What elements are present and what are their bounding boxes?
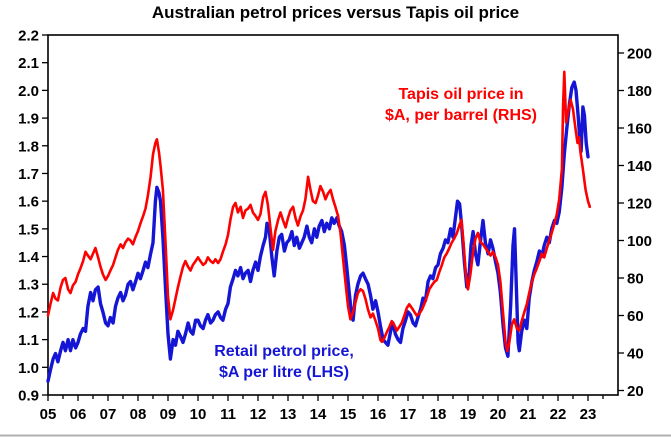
x-tick-label: 10: [190, 406, 207, 423]
y-left-tick-label: 2.2: [18, 28, 39, 45]
y-left-tick-label: 1.0: [18, 360, 39, 377]
x-tick-label: 13: [280, 406, 297, 423]
x-tick-label: 15: [340, 406, 357, 423]
y-right-tick-label: 80: [627, 271, 644, 288]
x-tick-label: 20: [490, 406, 507, 423]
y-right-tick-label: 100: [627, 233, 652, 250]
x-tick-label: 18: [430, 406, 447, 423]
y-right-tick-label: 120: [627, 196, 652, 213]
y-left-tick-label: 1.9: [18, 111, 39, 128]
x-tick-label: 05: [40, 406, 57, 423]
y-left-tick-label: 1.7: [18, 166, 39, 183]
x-tick-label: 06: [70, 406, 87, 423]
tapis-oil-line: [46, 70, 592, 353]
y-left-tick-label: 2.1: [18, 55, 39, 72]
petrol-price-line: [46, 80, 590, 383]
plot-frame: [47, 34, 619, 396]
y-left-tick-label: 1.5: [18, 221, 39, 238]
x-tick-label: 11: [220, 406, 236, 423]
y-left-tick-label: 1.8: [18, 138, 39, 155]
chart-title: Australian petrol prices versus Tapis oi…: [151, 3, 520, 22]
x-tick-label: 14: [310, 406, 327, 423]
x-tick-label: 21: [520, 406, 537, 423]
y-right-tick-label: 40: [627, 346, 644, 363]
y-right-tick-label: 140: [627, 158, 652, 175]
y-right-tick-label: 200: [627, 46, 652, 63]
x-tick-label: 17: [400, 406, 417, 423]
x-tick-label: 19: [460, 406, 477, 423]
y-left-tick-label: 0.9: [18, 388, 39, 405]
y-right-tick-label: 20: [627, 383, 644, 400]
x-tick-label: 12: [250, 406, 267, 423]
y-left-tick-label: 1.3: [18, 277, 39, 294]
bottom-rule: [0, 434, 671, 437]
x-tick-label: 09: [160, 406, 177, 423]
x-tick-label: 07: [100, 406, 117, 423]
y-right-tick-label: 180: [627, 83, 652, 100]
y-left-tick-label: 1.1: [18, 332, 39, 349]
y-left-tick-label: 2.0: [18, 83, 39, 100]
y-right-tick-label: 60: [627, 308, 644, 325]
y-right-tick-label: 160: [627, 121, 652, 138]
y-left-tick-label: 1.6: [18, 194, 39, 211]
x-tick-label: 22: [550, 406, 567, 423]
y-left-tick-label: 1.4: [18, 249, 40, 266]
y-left-tick-label: 1.2: [18, 304, 39, 321]
x-tick-label: 23: [580, 406, 597, 423]
x-tick-label: 08: [130, 406, 147, 423]
x-tick-label: 16: [370, 406, 387, 423]
